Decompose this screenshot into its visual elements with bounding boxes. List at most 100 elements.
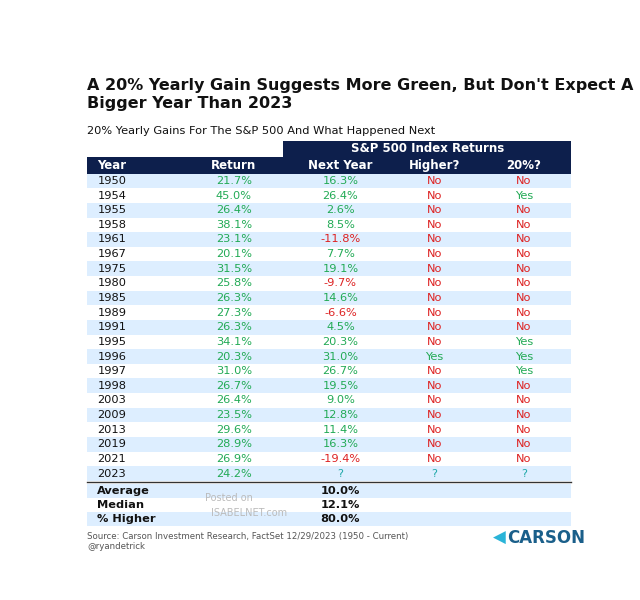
Text: 20%?: 20%? [506,158,541,172]
Text: 1958: 1958 [97,220,126,230]
Text: No: No [516,278,532,289]
Text: No: No [516,293,532,303]
Text: 10.0%: 10.0% [321,486,360,496]
Text: CARSON: CARSON [508,529,585,547]
Text: 26.4%: 26.4% [323,191,358,200]
Text: 26.3%: 26.3% [216,322,252,332]
Bar [88,305,571,320]
Text: % Higher: % Higher [97,514,156,524]
Text: No: No [516,205,532,215]
Text: 20.3%: 20.3% [323,337,358,347]
Text: @ryandetrick: @ryandetrick [88,542,145,551]
Text: 20.1%: 20.1% [216,249,252,259]
Text: 20% Yearly Gains For The S&P 500 And What Happened Next: 20% Yearly Gains For The S&P 500 And Wha… [88,126,436,136]
Text: 9.0%: 9.0% [326,395,355,406]
Bar [88,173,571,188]
Text: No: No [427,235,442,244]
Text: 23.1%: 23.1% [216,235,252,244]
Text: 1989: 1989 [97,308,126,317]
Text: 27.3%: 27.3% [216,308,252,317]
Text: Return: Return [211,158,257,172]
Text: Next Year: Next Year [308,158,372,172]
Text: 1955: 1955 [97,205,126,215]
Text: No: No [427,366,442,376]
Text: No: No [427,220,442,230]
Text: 25.8%: 25.8% [216,278,252,289]
Text: 8.5%: 8.5% [326,220,355,230]
Text: Yes: Yes [515,366,533,376]
Bar [88,320,571,335]
Text: No: No [427,381,442,391]
Bar [88,408,571,422]
Bar [88,379,571,393]
Text: Average: Average [97,486,150,496]
Text: 1985: 1985 [97,293,126,303]
Text: -9.7%: -9.7% [324,278,357,289]
Text: Source: Carson Investment Research, FactSet 12/29/2023 (1950 - Current): Source: Carson Investment Research, Fact… [88,532,409,541]
Text: 12.8%: 12.8% [323,410,358,420]
Text: 21.7%: 21.7% [216,176,252,186]
Text: ?: ? [521,469,527,479]
Bar [88,157,571,173]
Bar [88,498,571,512]
Bar [88,364,571,379]
Bar [88,290,571,305]
Text: 26.7%: 26.7% [216,381,252,391]
Text: 19.5%: 19.5% [323,381,358,391]
Text: 26.9%: 26.9% [216,454,252,464]
Text: No: No [516,235,532,244]
Text: 16.3%: 16.3% [323,176,358,186]
Text: 7.7%: 7.7% [326,249,355,259]
Text: No: No [427,337,442,347]
Text: No: No [516,220,532,230]
Bar [88,218,571,232]
Text: 14.6%: 14.6% [323,293,358,303]
Text: 45.0%: 45.0% [216,191,252,200]
Bar [88,466,571,481]
Bar [88,247,571,262]
Text: 12.1%: 12.1% [321,500,360,510]
Text: Median: Median [97,500,145,510]
Text: No: No [427,439,442,449]
Text: No: No [427,308,442,317]
Text: No: No [516,425,532,434]
Bar [88,203,571,218]
Bar [88,335,571,349]
Text: No: No [427,264,442,274]
Text: 2003: 2003 [97,395,126,406]
Text: 1950: 1950 [97,176,126,186]
Text: ?: ? [431,469,438,479]
Bar [88,422,571,437]
Text: 80.0%: 80.0% [321,514,360,524]
Text: Posted on: Posted on [205,493,253,503]
Bar [88,188,571,203]
Text: Year: Year [97,158,127,172]
Text: 31.0%: 31.0% [216,366,252,376]
Text: 24.2%: 24.2% [216,469,252,479]
Text: ◀: ◀ [493,529,506,547]
Text: No: No [427,176,442,186]
Text: No: No [427,322,442,332]
Text: -6.6%: -6.6% [324,308,356,317]
Bar [88,393,571,408]
Text: No: No [516,454,532,464]
Text: 4.5%: 4.5% [326,322,355,332]
Text: No: No [516,308,532,317]
Text: 1975: 1975 [97,264,126,274]
Text: 2009: 2009 [97,410,126,420]
Text: No: No [427,425,442,434]
Text: 2021: 2021 [97,454,126,464]
Text: 2013: 2013 [97,425,126,434]
Bar [88,232,571,247]
Text: 1980: 1980 [97,278,126,289]
Text: No: No [427,191,442,200]
Text: ?: ? [337,469,344,479]
Bar [88,349,571,364]
Text: 1998: 1998 [97,381,126,391]
Text: No: No [516,381,532,391]
Text: 28.9%: 28.9% [216,439,252,449]
Text: No: No [427,205,442,215]
Text: 26.7%: 26.7% [323,366,358,376]
Bar [88,437,571,452]
Bar [284,141,571,157]
